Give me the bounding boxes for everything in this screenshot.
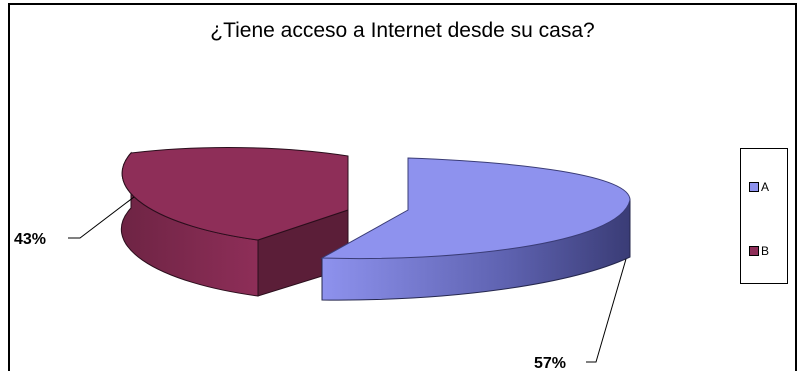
leader-line-b [68,196,135,239]
pie-slice-b [120,147,349,297]
legend-item-a: A [749,180,769,194]
legend-label-b: B [761,244,770,258]
pie-slice-a [320,157,631,301]
legend-item-b: B [749,244,769,258]
legend-swatch-b [749,246,759,256]
leader-line-a [586,258,627,363]
slice-b-top [121,147,349,241]
legend-label-a: A [761,180,770,194]
chart-legend: A B [740,148,788,284]
data-label-b: 43% [14,231,46,248]
legend-swatch-a [749,182,759,192]
chart-title: ¿Tiene acceso a Internet desde su casa? [210,19,595,42]
data-label-a: 57% [534,355,566,372]
slice-a-top [320,157,631,260]
